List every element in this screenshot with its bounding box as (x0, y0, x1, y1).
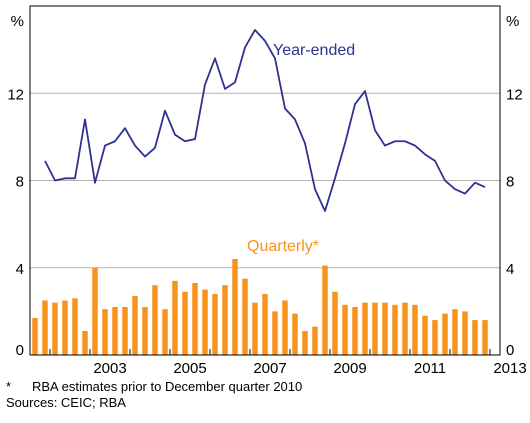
bar (292, 313, 298, 355)
bar (322, 265, 328, 355)
bar (362, 302, 368, 355)
y-tick-label-right: 4 (506, 261, 514, 278)
bar (402, 302, 408, 355)
bar (32, 317, 38, 355)
bar (92, 267, 98, 355)
y-tick-label-right: 8 (506, 174, 514, 191)
year-ended-line (44, 29, 486, 212)
y-tick-label-left: 4 (16, 261, 24, 278)
axis-ticks (49, 349, 491, 355)
bar (302, 331, 308, 355)
bar (232, 259, 238, 355)
bar (442, 313, 448, 355)
bar (242, 278, 248, 355)
bar (162, 309, 168, 355)
bar (252, 302, 258, 355)
bar (282, 300, 288, 355)
bar (422, 315, 428, 355)
y-unit-right: % (506, 13, 519, 30)
bar (182, 291, 188, 355)
bar (262, 293, 268, 355)
bar (432, 320, 438, 355)
bar (472, 320, 478, 355)
quarterly-bars (32, 259, 488, 356)
y-unit-left: % (11, 13, 24, 30)
bar (152, 285, 158, 355)
bar (272, 311, 278, 356)
series-label-quarterly: Quarterly* (247, 238, 319, 255)
bar (352, 307, 358, 355)
bar (372, 302, 378, 355)
bar (82, 331, 88, 355)
x-tick-label: 2007 (253, 360, 286, 377)
x-tick-label: 2005 (173, 360, 206, 377)
bar (132, 296, 138, 355)
x-tick-label: 2003 (93, 360, 126, 377)
bar (52, 302, 58, 355)
y-tick-label-left: 0 (16, 342, 24, 359)
bar (62, 300, 68, 355)
y-tick-label-right: 12 (506, 86, 523, 103)
y-tick-label-left: 8 (16, 174, 24, 191)
bar (222, 285, 228, 355)
plot-frame (29, 5, 501, 356)
bar (332, 291, 338, 355)
bar (382, 302, 388, 355)
bar (102, 309, 108, 355)
bar (202, 289, 208, 355)
footnote-sources: Sources: CEIC; RBA (6, 395, 126, 410)
bar (312, 326, 318, 355)
y-tick-label-left: 12 (7, 86, 24, 103)
line-series (44, 29, 486, 212)
x-tick-label: 2013 (493, 360, 526, 377)
bar (192, 283, 198, 355)
footnote-note: * RBA estimates prior to December quarter… (6, 379, 302, 394)
series-label-year-ended: Year-ended (273, 42, 355, 59)
bar (172, 280, 178, 355)
bar (412, 304, 418, 355)
bar (462, 311, 468, 356)
bar (342, 304, 348, 355)
bar (122, 307, 128, 355)
bar (392, 304, 398, 355)
gridlines (30, 92, 500, 269)
footnote-note-text: RBA estimates prior to December quarter … (32, 379, 303, 394)
bar (212, 293, 218, 355)
x-tick-label: 2009 (333, 360, 366, 377)
footnote-star: * (6, 379, 12, 394)
bar (452, 309, 458, 355)
bar (112, 307, 118, 355)
bar (142, 307, 148, 355)
bar (482, 320, 488, 355)
x-tick-label: 2011 (414, 360, 446, 377)
bar (42, 300, 48, 355)
axis-labels: 0 0 4 4 8 8 12 12% % 2003 2005 2007 2009 2011 2013 (7, 13, 526, 377)
y-tick-label-right: 0 (506, 342, 514, 359)
bar (72, 298, 78, 355)
